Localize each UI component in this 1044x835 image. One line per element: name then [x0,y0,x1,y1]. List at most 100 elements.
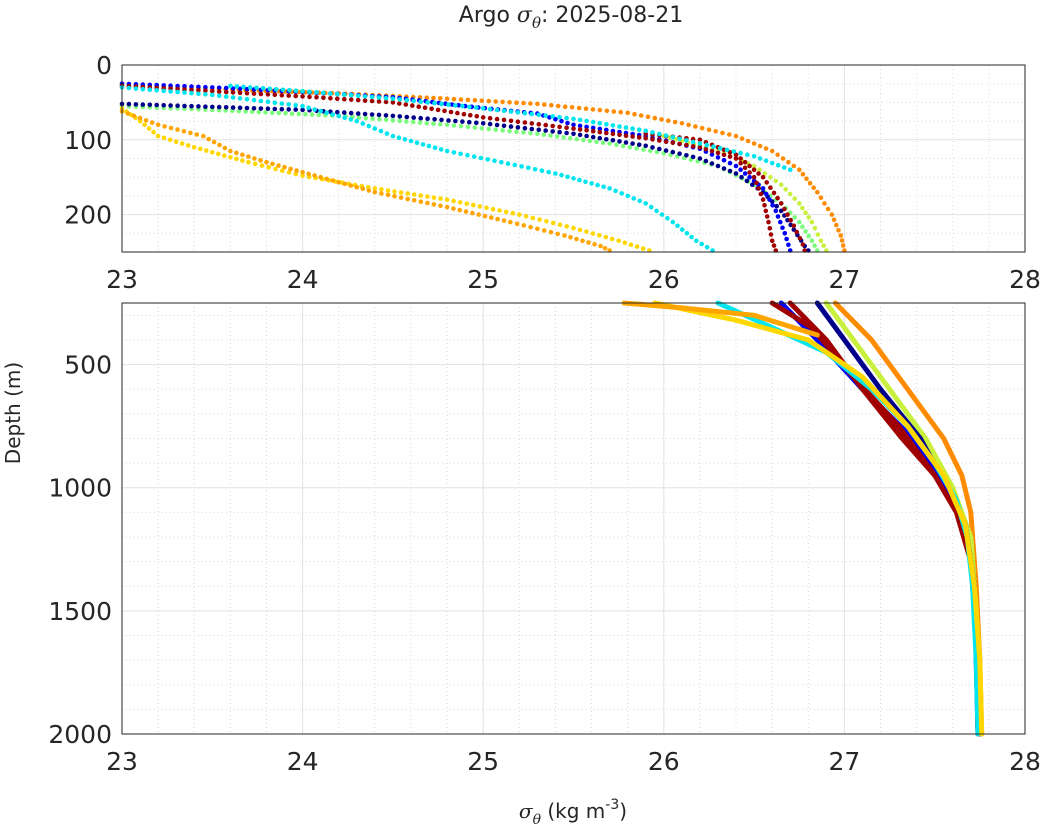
data-point [659,117,664,122]
data-point [815,232,821,237]
data-point [775,195,780,201]
data-point [237,86,243,92]
data-point [645,114,651,120]
data-point [528,224,533,230]
data-point [133,86,139,91]
data-point [411,192,417,197]
data-point [505,161,511,166]
data-point [471,202,476,208]
data-point [600,140,606,145]
data-point [762,171,768,176]
data-point [791,223,797,229]
data-point [425,194,430,199]
data-point [256,109,262,115]
bottom-y-ticks: 500 1000 1500 2000 [48,351,112,749]
data-point [216,104,222,110]
data-point [760,174,766,180]
x-tick-label: 23 [106,265,138,294]
data-point [418,199,424,204]
data-point [211,139,217,145]
data-point [439,101,444,107]
data-point [182,90,187,95]
data-point [402,137,408,142]
data-point [168,103,173,108]
data-point [431,195,437,200]
x-tick-label: 27 [828,265,860,294]
data-point [679,227,685,232]
data-point [312,107,317,112]
data-point [536,122,542,127]
data-point [742,171,748,176]
data-point [355,93,361,99]
data-point [363,115,369,121]
data-point [501,108,507,114]
data-point [474,114,480,119]
data-point [494,122,500,128]
data-point [625,193,630,199]
data-point [196,84,201,90]
data-point [179,141,185,146]
data-point [244,96,250,102]
data-point [715,155,721,160]
data-point [703,146,709,152]
data-point [426,143,432,149]
data-point [815,189,820,195]
data-point [589,181,594,186]
data-point [677,151,682,156]
data-point [663,148,669,153]
data-point [497,208,502,213]
data-point [541,228,547,233]
data-point [223,85,229,91]
data-point [584,229,589,234]
data-point [356,115,362,120]
series-profile-orange-2 [119,109,612,253]
data-point [147,87,153,92]
data-point [539,168,545,173]
data-point [834,222,839,228]
data-point [241,84,246,90]
data-point [362,98,368,103]
data-point [507,128,512,134]
data-point [650,145,655,150]
data-point [694,238,699,244]
data-point [198,146,203,152]
data-point [189,103,194,109]
data-point [595,182,600,188]
data-point [425,200,430,206]
data-point [768,185,773,190]
data-point [663,133,669,138]
data-point [778,201,784,206]
data-point [472,98,478,103]
data-point [501,123,507,129]
data-point [263,110,268,115]
data-point [727,154,733,159]
data-point [216,89,222,94]
data-point [175,83,180,89]
data-point [303,112,308,117]
data-point [529,111,535,117]
data-point [577,123,583,129]
data-point [279,101,285,106]
data-point [521,223,527,228]
data-point [461,111,467,117]
data-point [463,209,469,214]
data-point [800,224,805,230]
data-point [603,234,609,240]
y-tick-label: 0 [96,51,112,80]
data-point [348,92,354,98]
data-point [451,96,457,102]
data-point [477,204,483,209]
data-point [508,124,514,129]
data-point [252,156,257,161]
data-point [650,137,655,142]
data-point [424,120,430,126]
data-point [265,106,271,111]
y-tick-label: 1500 [48,597,112,626]
data-point [550,114,555,119]
data-point [210,150,215,155]
y-tick-label: 500 [64,351,112,380]
data-point [751,141,757,146]
data-point [293,93,299,99]
data-point [154,102,159,108]
data-point [775,152,780,158]
